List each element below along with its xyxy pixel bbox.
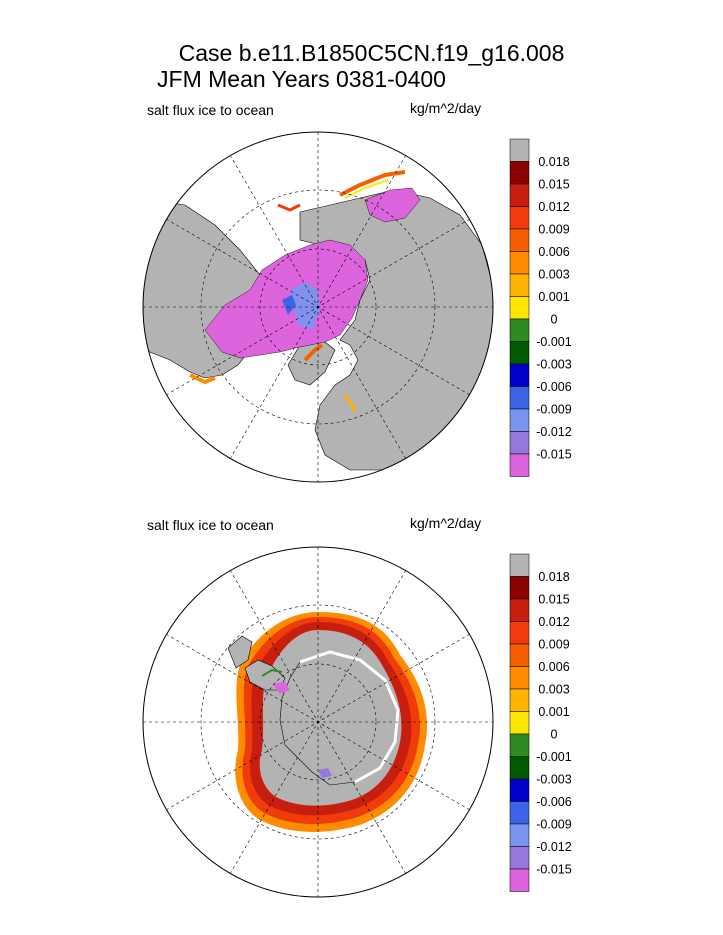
north-variable-label: salt flux ice to ocean [147, 102, 274, 118]
south-variable-label: salt flux ice to ocean [147, 517, 274, 533]
south-colorbar-box [509, 688, 530, 712]
north-colorbar-box [509, 318, 530, 342]
south-polar-map [142, 546, 494, 898]
south-colorbar-box [509, 711, 530, 735]
south-colorbar-box [509, 823, 530, 847]
south-colorbar-box [509, 553, 530, 577]
north-colorbar-box [509, 363, 530, 387]
north-edge-baltic [343, 394, 358, 413]
north-colorbar-box [509, 273, 530, 297]
south-colorbar-label: 0.018 [538, 570, 569, 584]
north-colorbar-label: -0.001 [536, 335, 571, 349]
north-colorbar-label: 0 [551, 313, 558, 327]
south-units-label: kg/m^2/day [410, 515, 482, 531]
north-polar-map [142, 131, 494, 483]
north-colorbar-box [509, 408, 530, 432]
north-colorbar-box [509, 183, 530, 207]
north-colorbar-label: -0.012 [536, 425, 571, 439]
south-colorbar-label: 0.006 [538, 660, 569, 674]
north-colorbar-box [509, 228, 530, 252]
north-ice-kara [364, 187, 421, 223]
north-colorbar-box [509, 296, 530, 320]
south-colorbar-label: -0.001 [536, 750, 571, 764]
south-colorbar-label: 0 [551, 728, 558, 742]
north-edge-yellow [344, 179, 389, 199]
south-ross-ice [318, 768, 332, 778]
north-ice-blue [282, 295, 296, 315]
south-land-samerica [227, 635, 253, 669]
south-colorbar-label: -0.012 [536, 840, 571, 854]
north-edge-okhotsk [339, 170, 406, 197]
north-colorbar-box [509, 161, 530, 185]
south-colorbar-box [509, 868, 530, 892]
south-colorbar-label: 0.015 [538, 593, 569, 607]
south-colorbar-box [509, 621, 530, 645]
south-coast-white [299, 650, 400, 784]
north-colorbar-box [509, 386, 530, 410]
north-colorbar-label: 0.006 [538, 245, 569, 259]
north-colorbar-box [509, 431, 530, 455]
south-edge-green [261, 668, 283, 677]
south-colorbar-box [509, 756, 530, 780]
south-colorbar-box [509, 733, 530, 757]
north-colorbar-label: -0.009 [536, 403, 571, 417]
north-colorbar-label: -0.015 [536, 448, 571, 462]
chart-title-period: JFM Mean Years 0381-0400 [157, 66, 446, 92]
north-edge-barents [303, 343, 324, 362]
south-colorbar-label: -0.006 [536, 795, 571, 809]
south-colorbar-box [509, 666, 530, 690]
north-ice-lightblue [290, 282, 320, 330]
north-colorbar-label: -0.003 [536, 358, 571, 372]
south-colorbar-box [509, 576, 530, 600]
south-colorbar-label: -0.015 [536, 863, 571, 877]
north-colorbar-box [509, 206, 530, 230]
south-colorbar-label: 0.009 [538, 638, 569, 652]
south-colorbar-box [509, 598, 530, 622]
north-units-label: kg/m^2/day [410, 100, 482, 116]
south-colorbar-label: -0.009 [536, 818, 571, 832]
north-edge-labrador [189, 373, 216, 385]
south-colorbar-label: -0.003 [536, 773, 571, 787]
south-colorbar: 0.018 0.015 0.012 0.009 0.006 0.003 0.001 0 -0.0… [509, 553, 572, 892]
north-colorbar-label: 0.015 [538, 178, 569, 192]
chart-title-case: Case b.e11.B1850C5CN.f19_g16.008 [178, 40, 565, 66]
south-colorbar-box [509, 801, 530, 825]
south-colorbar-box [509, 846, 530, 870]
south-colorbar-box [509, 643, 530, 667]
south-colorbar-label: 0.001 [538, 705, 569, 719]
north-colorbar-label: 0.018 [538, 155, 569, 169]
north-colorbar: 0.018 0.015 0.012 0.009 0.006 0.003 0.001 0 -0.0… [509, 138, 572, 477]
south-weddell-ice [272, 682, 290, 694]
north-colorbar-box [509, 341, 530, 365]
north-colorbar-label: 0.009 [538, 223, 569, 237]
north-colorbar-box [509, 251, 530, 275]
south-colorbar-label: 0.012 [538, 615, 569, 629]
north-colorbar-label: 0.003 [538, 268, 569, 282]
north-colorbar-label: -0.006 [536, 380, 571, 394]
north-colorbar-box [509, 453, 530, 477]
south-colorbar-label: 0.003 [538, 683, 569, 697]
north-colorbar-box [509, 138, 530, 162]
north-edge-bering [277, 203, 301, 212]
north-colorbar-label: 0.012 [538, 200, 569, 214]
south-colorbar-box [509, 778, 530, 802]
north-colorbar-label: 0.001 [538, 290, 569, 304]
